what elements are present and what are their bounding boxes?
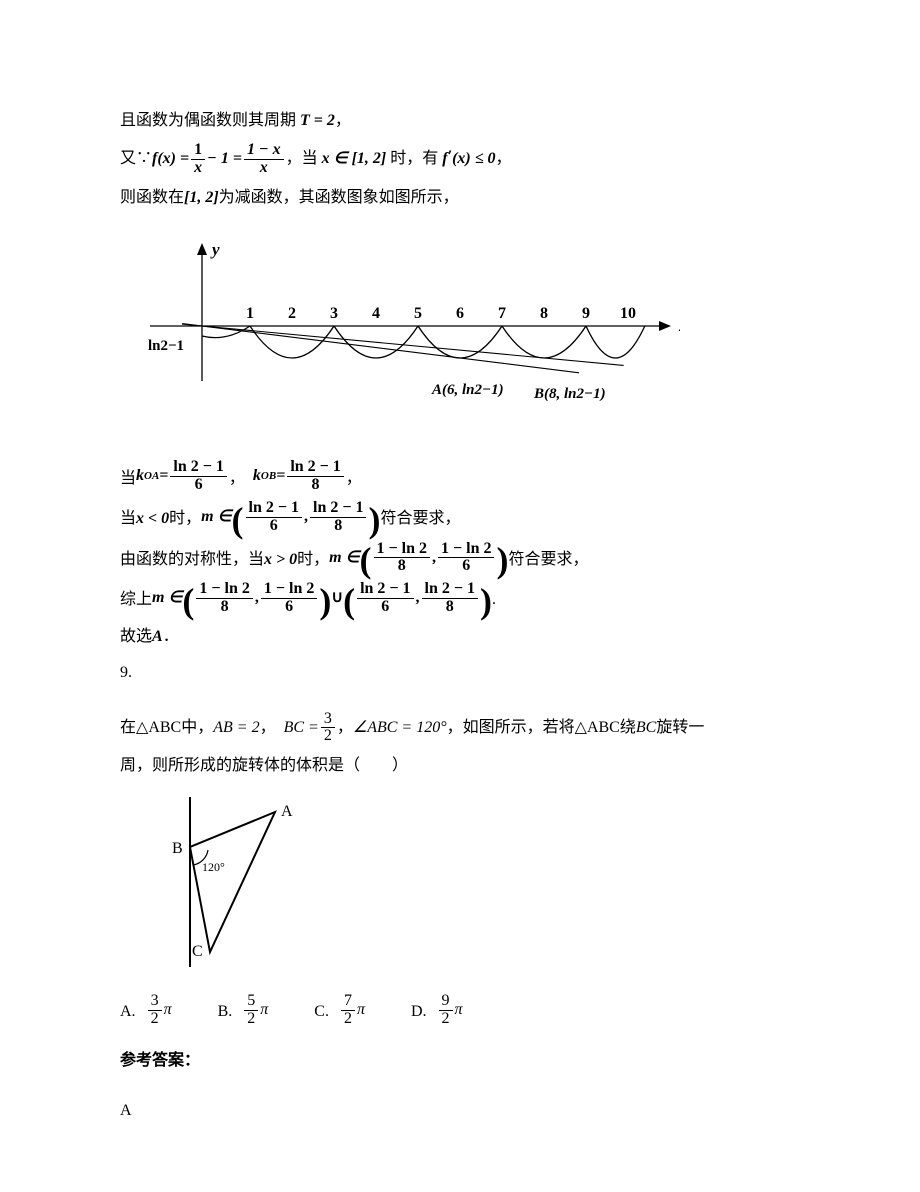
- text: 为减函数，其函数图象如图所示，: [219, 183, 459, 213]
- expr-BC: BC = 3 2: [284, 711, 337, 746]
- expr-xgt0: x > 0: [264, 545, 297, 575]
- expr-m-union: m ∈ ( 1 − ln 2 8 , 1 − ln 2 6 ) ∪ ( ln 2…: [152, 581, 492, 616]
- text: 时，有: [390, 144, 438, 174]
- text: ，: [335, 106, 351, 136]
- answer-options: A. 3 2 π B. 5 2 π C. 7 2: [120, 993, 920, 1028]
- svg-text:C: C: [192, 943, 203, 960]
- text: 旋转一: [656, 713, 704, 743]
- text: ，如图所示，若将: [447, 713, 575, 743]
- text: 符合要求，: [380, 504, 460, 534]
- svg-text:8: 8: [540, 305, 548, 322]
- option-C: C. 7 2 π: [314, 993, 365, 1028]
- expr-BC-axis: BC: [636, 713, 656, 743]
- expr-interval12: [1, 2]: [184, 183, 219, 213]
- svg-text:y: y: [210, 240, 220, 259]
- text: 又∵: [120, 144, 152, 174]
- answer-heading: 参考答案：: [120, 1046, 920, 1076]
- option-D: D. 9 2 π: [411, 993, 463, 1028]
- line-slopes: 当 k OA = ln 2 − 1 6 ， k OB = ln 2 − 1 8 …: [120, 459, 920, 494]
- expr-T-eq-2: T = 2: [300, 106, 335, 136]
- text: 中，: [181, 713, 213, 743]
- text: 9.: [120, 658, 132, 688]
- line-xgt0: 由函数的对称性，当 x > 0 时， m ∈ ( 1 − ln 2 8 , 1 …: [120, 541, 920, 576]
- line-summary: 综上 m ∈ ( 1 − ln 2 8 , 1 − ln 2 6 ) ∪ ( l…: [120, 581, 920, 616]
- svg-text:3: 3: [330, 305, 338, 322]
- text: ，: [260, 713, 276, 743]
- line-xlt0: 当 x < 0 时， m ∈ ( ln 2 − 1 6 , ln 2 − 1 8…: [120, 500, 920, 535]
- svg-text:5: 5: [414, 305, 422, 322]
- expr-m-range1: m ∈ ( ln 2 − 1 6 , ln 2 − 1 8 ): [201, 500, 380, 535]
- text: 时，: [169, 504, 201, 534]
- svg-text:6: 6: [456, 305, 464, 322]
- expr-fprime: f ′ (x) ≤ 0: [442, 144, 495, 174]
- expr-kOB: k OB = ln 2 − 1 8: [253, 459, 346, 494]
- text: ，: [337, 713, 353, 743]
- svg-text:B(8, ln2−1): B(8, ln2−1): [533, 386, 606, 402]
- expr-triangle-ABC: △ABC: [136, 713, 181, 743]
- text: 绕: [620, 713, 636, 743]
- function-graph: 1 2 3 4 5 6 7 8 9 10 x y ln2−1 A(6, ln2−1) B(8, ln2−1): [120, 231, 920, 441]
- answer-value: A: [120, 1096, 920, 1126]
- svg-text:9: 9: [582, 305, 590, 322]
- text: ，: [229, 464, 245, 494]
- svg-text:A(6, ln2−1): A(6, ln2−1): [431, 382, 504, 398]
- text: 周，则所形成的旋转体的体积是（ ）: [120, 751, 408, 781]
- svg-text:7: 7: [498, 305, 506, 322]
- expr-fx: f(x) = 1 x − 1 = 1 − x x: [152, 142, 286, 177]
- text: .: [492, 585, 496, 615]
- triangle-figure: A B C 120°: [150, 792, 920, 983]
- svg-text:4: 4: [372, 305, 380, 322]
- text: ，: [496, 144, 512, 174]
- expr-m-range2: m ∈ ( 1 − ln 2 8 , 1 − ln 2 6 ): [329, 541, 508, 576]
- svg-text:10: 10: [620, 305, 636, 322]
- svg-text:A: A: [281, 803, 293, 820]
- svg-text:1: 1: [246, 305, 254, 322]
- line-decreasing: 则函数在 [1, 2] 为减函数，其函数图象如图所示，: [120, 183, 920, 213]
- question-9-stem-1: 在 △ABC 中， AB = 2 ， BC = 3 2 ， ∠ABC = 120…: [120, 711, 920, 746]
- text: 综上: [120, 585, 152, 615]
- expr-kOA: k OA = ln 2 − 1 6: [136, 459, 229, 494]
- text: 则函数在: [120, 183, 184, 213]
- question-9-number: 9.: [120, 658, 920, 688]
- line-periodic: 且函数为偶函数则其周期 T = 2 ，: [120, 106, 920, 136]
- expr-xlt0: x < 0: [136, 504, 169, 534]
- text: 由函数的对称性，当: [120, 545, 264, 575]
- graph-svg: 1 2 3 4 5 6 7 8 9 10 x y ln2−1 A(6, ln2−1) B(8, ln2−1): [120, 231, 680, 441]
- text: 且函数为偶函数则其周期: [120, 106, 296, 136]
- line-derivative: 又∵ f(x) = 1 x − 1 = 1 − x x ，当 x ∈ [1, 2…: [120, 142, 920, 177]
- triangle-svg: A B C 120°: [150, 792, 310, 972]
- text: 时，: [297, 545, 329, 575]
- expr-angle: ∠ABC = 120°: [353, 713, 447, 743]
- svg-text:120°: 120°: [202, 860, 225, 874]
- expr-xin12: x ∈ [1, 2]: [322, 144, 387, 174]
- line-conclusion: 故选 A ．: [120, 622, 920, 652]
- option-B: B. 5 2 π: [218, 993, 269, 1028]
- svg-text:B: B: [172, 840, 183, 857]
- svg-text:x: x: [678, 316, 680, 335]
- text: 符合要求，: [508, 545, 588, 575]
- expr-AB: AB = 2: [213, 713, 259, 743]
- option-A: A. 3 2 π: [120, 993, 172, 1028]
- question-9-stem-2: 周，则所形成的旋转体的体积是（ ）: [120, 751, 920, 781]
- svg-text:2: 2: [288, 305, 296, 322]
- expr-triangle-ABC-2: △ABC: [575, 713, 620, 743]
- text: ．: [163, 622, 179, 652]
- text: 当: [120, 464, 136, 494]
- text: 当: [120, 504, 136, 534]
- text: 在: [120, 713, 136, 743]
- text: ，: [346, 464, 362, 494]
- text: 故选: [120, 622, 152, 652]
- text: ，当: [286, 144, 318, 174]
- answer-letter: A: [152, 622, 163, 652]
- svg-text:ln2−1: ln2−1: [148, 338, 184, 354]
